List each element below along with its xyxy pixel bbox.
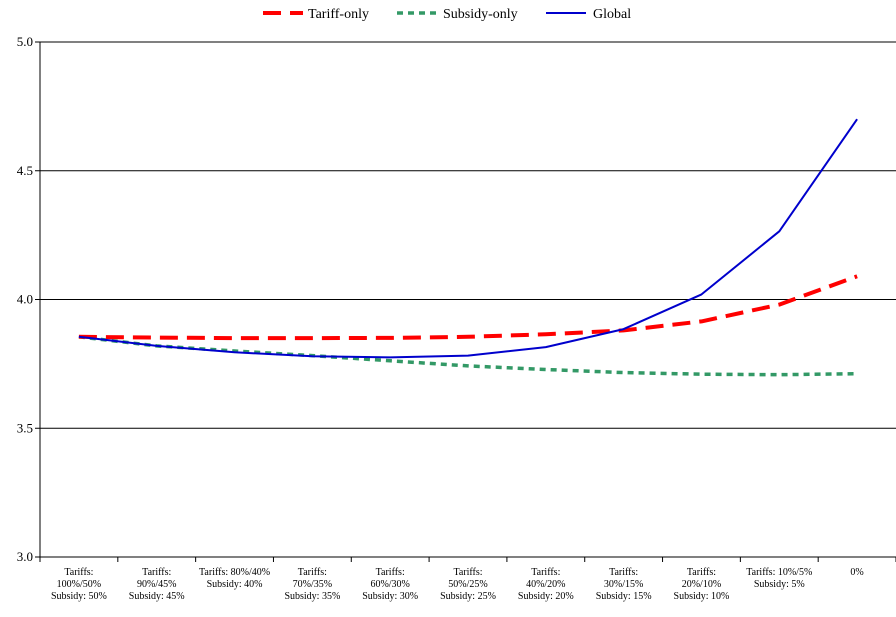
x-tick-label-line: Tariffs: — [298, 567, 327, 578]
x-tick-label-line: 90%/45% — [137, 579, 176, 590]
x-tick-label-line: Subsidy: 45% — [129, 591, 185, 602]
x-tick-label: Tariffs: 60%/30% Subsidy: 30% — [362, 567, 418, 602]
x-tick-label-line: Tariffs: — [687, 567, 716, 578]
x-tick-label: Tariffs: 20%/10% Subsidy: 10% — [674, 567, 730, 602]
x-tick-label-line: 70%/35% — [293, 579, 332, 590]
series-line-global — [78, 118, 858, 359]
x-tick-label: Tariffs: 70%/35% Subsidy: 35% — [284, 567, 340, 602]
legend: Tariff-only Subsidy-only Global — [263, 7, 631, 22]
x-tick-label-line: Subsidy: 50% — [51, 591, 107, 602]
x-tick-label-line: 100%/50% — [57, 579, 101, 590]
x-tick-label-line: 40%/20% — [526, 579, 565, 590]
x-tick-label-line: Tariffs: — [64, 567, 93, 578]
x-tick-label-line: Subsidy: 25% — [440, 591, 496, 602]
x-tick-label-line: Subsidy: 5% — [754, 579, 805, 590]
x-tick-label: Tariffs: 100%/50% Subsidy: 50% — [51, 567, 107, 602]
x-tick-label: Tariffs: 90%/45% Subsidy: 45% — [129, 567, 185, 602]
x-tick-label: Tariffs: 10%/5% Subsidy: 5% — [746, 567, 812, 590]
x-tick-label: Tariffs: 40%/20% Subsidy: 20% — [518, 567, 574, 602]
legend-label: Subsidy-only — [443, 7, 518, 22]
gridlines — [40, 41, 896, 429]
legend-label: Global — [593, 7, 631, 22]
x-tick-label-line: Subsidy: 10% — [674, 591, 730, 602]
x-tick-label-line: Tariffs: — [376, 567, 405, 578]
x-tick-label-line: Subsidy: 40% — [207, 579, 263, 590]
x-tick-label-line: Tariffs: — [453, 567, 482, 578]
y-tick-label: 4.0 — [17, 292, 33, 307]
y-tick-label: 4.5 — [17, 163, 33, 178]
x-tick-label-line: Subsidy: 30% — [362, 591, 418, 602]
x-tick-label-line: Subsidy: 15% — [596, 591, 652, 602]
x-tick-label-line: 20%/10% — [682, 579, 721, 590]
x-tick-label-line: Tariffs: — [531, 567, 560, 578]
x-tick-label: Tariffs: 50%/25% Subsidy: 25% — [440, 567, 496, 602]
y-tick-label: 3.0 — [17, 549, 33, 564]
x-tick-label-line: Tariffs: 10%/5% — [746, 567, 812, 578]
x-tick-label-line: Tariffs: 80%/40% — [199, 567, 270, 578]
x-tick-label: Tariffs: 30%/15% Subsidy: 15% — [596, 567, 652, 602]
legend-label: Tariff-only — [308, 7, 369, 22]
x-tick-label-line: Tariffs: — [609, 567, 638, 578]
x-tick-label: 0% — [850, 567, 863, 578]
x-tick-label-line: Subsidy: 35% — [284, 591, 340, 602]
x-tick-label-line: 30%/15% — [604, 579, 643, 590]
x-tick-label-line: 0% — [850, 567, 863, 578]
x-tick-label-line: 60%/30% — [370, 579, 409, 590]
x-tick-label: Tariffs: 80%/40% Subsidy: 40% — [199, 567, 270, 590]
y-tick-label: 3.5 — [17, 420, 33, 435]
x-tick-label-line: Subsidy: 20% — [518, 591, 574, 602]
series-line-tariff-only — [78, 274, 858, 341]
y-tick-label: 5.0 — [17, 34, 33, 49]
x-tick-label-line: Tariffs: — [142, 567, 171, 578]
series-lines — [78, 118, 858, 377]
x-tick-label-line: 50%/25% — [448, 579, 487, 590]
series-line-subsidy-only — [78, 335, 858, 377]
